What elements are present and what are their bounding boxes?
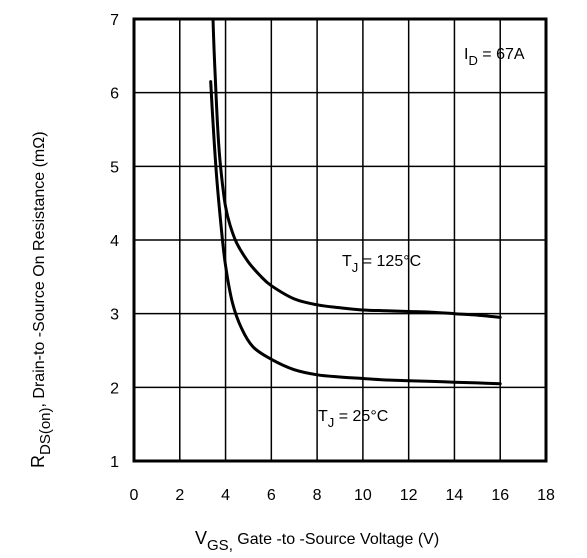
x-tick-labels: 0 2 4 6 8 10 12 14 16 18 — [130, 487, 555, 504]
series-layer — [209, 17, 502, 386]
annotation-t125: TJ = 125°C — [342, 253, 421, 275]
y-tick-label: 5 — [110, 159, 119, 176]
y-tick-label: 7 — [110, 12, 119, 29]
x-tick-label: 14 — [446, 487, 464, 504]
series-line-2 — [209, 80, 502, 386]
y-tick-label: 6 — [110, 86, 119, 103]
annotation-t25: TJ = 25°C — [318, 408, 388, 430]
x-tick-label: 10 — [354, 487, 372, 504]
grid — [134, 19, 546, 461]
x-tick-label: 16 — [491, 487, 509, 504]
y-tick-labels: 1 2 3 4 5 6 7 — [110, 12, 119, 471]
y-axis-label: RDS(on), Drain-to -Source On Resistance … — [28, 131, 54, 468]
annotation-id: ID = 67A — [464, 46, 525, 68]
x-tick-label: 8 — [313, 487, 322, 504]
y-tick-label: 2 — [110, 380, 119, 397]
y-tick-label: 4 — [110, 233, 119, 250]
x-axis-label: VGS, Gate -to -Source Voltage (V) — [195, 528, 439, 554]
y-tick-label: 1 — [110, 454, 119, 471]
plot-frame — [132, 17, 548, 463]
x-tick-label: 2 — [175, 487, 184, 504]
y-tick-label: 3 — [110, 307, 119, 324]
x-tick-label: 12 — [400, 487, 418, 504]
x-tick-label: 6 — [267, 487, 276, 504]
x-tick-label: 18 — [537, 487, 555, 504]
x-tick-label: 4 — [221, 487, 230, 504]
series-line-1 — [211, 17, 502, 319]
x-tick-label: 0 — [130, 487, 139, 504]
